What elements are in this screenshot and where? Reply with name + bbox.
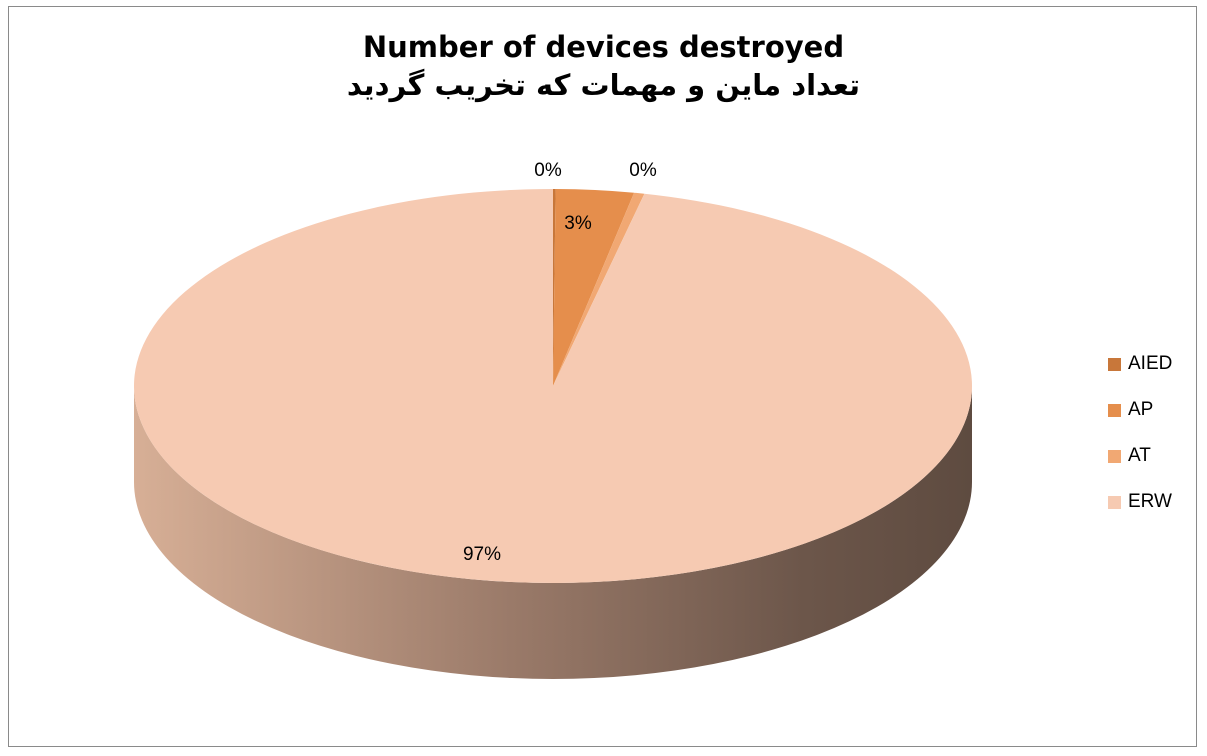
pie-slice-at xyxy=(553,192,645,386)
legend-item-erw: ERW xyxy=(1108,490,1172,514)
legend-label-aied: AIED xyxy=(1128,353,1173,374)
pie-slice-aied xyxy=(553,189,556,386)
legend-item-at: AT xyxy=(1108,444,1172,468)
legend-swatch-aied xyxy=(1108,357,1121,371)
chart-title-line1: Number of devices destroyed xyxy=(362,30,845,64)
legend-swatch-erw xyxy=(1108,495,1121,509)
legend-label-ap: AP xyxy=(1128,399,1154,420)
chart-title: Number of devices destroyed تعداد ماین و… xyxy=(0,28,1207,104)
legend-label-at: AT xyxy=(1128,445,1151,466)
chart-title-line2: تعداد ماین و مهمات که تخریب گردید xyxy=(346,68,861,102)
legend: AIED AP AT ERW xyxy=(1108,352,1172,536)
data-label-at: 0% xyxy=(629,160,657,181)
legend-item-aied: AIED xyxy=(1108,352,1172,376)
pie-layer: 0% 3% 0% 97% xyxy=(134,160,973,679)
data-label-aied: 0% xyxy=(534,160,562,181)
legend-item-ap: AP xyxy=(1108,398,1172,422)
legend-swatch-at xyxy=(1108,449,1121,463)
pie-side-wall xyxy=(134,386,972,679)
legend-swatch-ap xyxy=(1108,403,1121,417)
data-label-ap: 3% xyxy=(564,213,592,234)
data-label-erw: 97% xyxy=(463,544,501,565)
legend-label-erw: ERW xyxy=(1128,491,1172,512)
pie-slice-ap xyxy=(553,189,635,386)
pie-slice-erw xyxy=(134,189,973,583)
